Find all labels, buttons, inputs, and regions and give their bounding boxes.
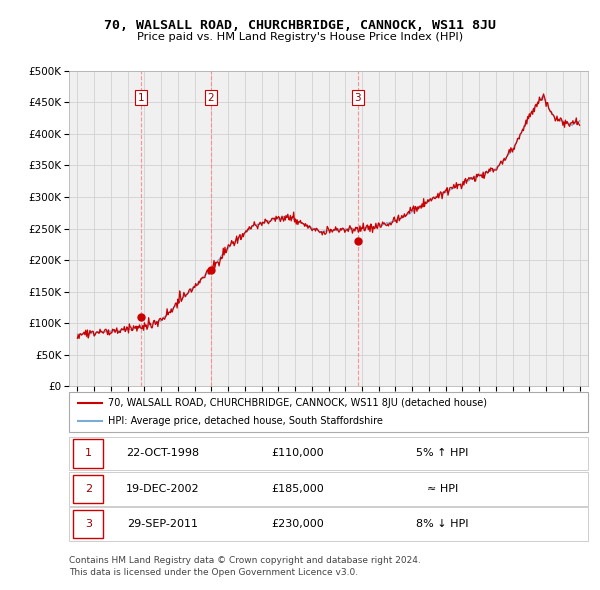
Text: 3: 3 — [85, 519, 92, 529]
Text: Contains HM Land Registry data © Crown copyright and database right 2024.
This d: Contains HM Land Registry data © Crown c… — [69, 556, 421, 577]
FancyBboxPatch shape — [69, 392, 588, 432]
FancyBboxPatch shape — [69, 507, 588, 541]
Text: 70, WALSALL ROAD, CHURCHBRIDGE, CANNOCK, WS11 8JU (detached house): 70, WALSALL ROAD, CHURCHBRIDGE, CANNOCK,… — [108, 398, 487, 408]
Text: Price paid vs. HM Land Registry's House Price Index (HPI): Price paid vs. HM Land Registry's House … — [137, 32, 463, 42]
Text: ≈ HPI: ≈ HPI — [427, 484, 458, 494]
FancyBboxPatch shape — [69, 472, 588, 506]
FancyBboxPatch shape — [73, 440, 103, 467]
Text: 5% ↑ HPI: 5% ↑ HPI — [416, 448, 469, 458]
Text: 1: 1 — [85, 448, 92, 458]
Text: HPI: Average price, detached house, South Staffordshire: HPI: Average price, detached house, Sout… — [108, 417, 383, 427]
Text: 3: 3 — [355, 93, 361, 103]
Point — [136, 312, 146, 322]
Text: £185,000: £185,000 — [271, 484, 324, 494]
FancyBboxPatch shape — [69, 437, 588, 470]
Text: £110,000: £110,000 — [271, 448, 323, 458]
Text: £230,000: £230,000 — [271, 519, 324, 529]
Text: 70, WALSALL ROAD, CHURCHBRIDGE, CANNOCK, WS11 8JU: 70, WALSALL ROAD, CHURCHBRIDGE, CANNOCK,… — [104, 19, 496, 32]
Text: 2: 2 — [208, 93, 214, 103]
Text: 8% ↓ HPI: 8% ↓ HPI — [416, 519, 469, 529]
Text: 1: 1 — [138, 93, 145, 103]
Point — [206, 265, 215, 274]
Text: 2: 2 — [85, 484, 92, 494]
Text: 22-OCT-1998: 22-OCT-1998 — [126, 448, 199, 458]
FancyBboxPatch shape — [73, 475, 103, 503]
FancyBboxPatch shape — [73, 510, 103, 538]
Text: 29-SEP-2011: 29-SEP-2011 — [127, 519, 198, 529]
Point — [353, 237, 362, 246]
Text: 19-DEC-2002: 19-DEC-2002 — [125, 484, 199, 494]
